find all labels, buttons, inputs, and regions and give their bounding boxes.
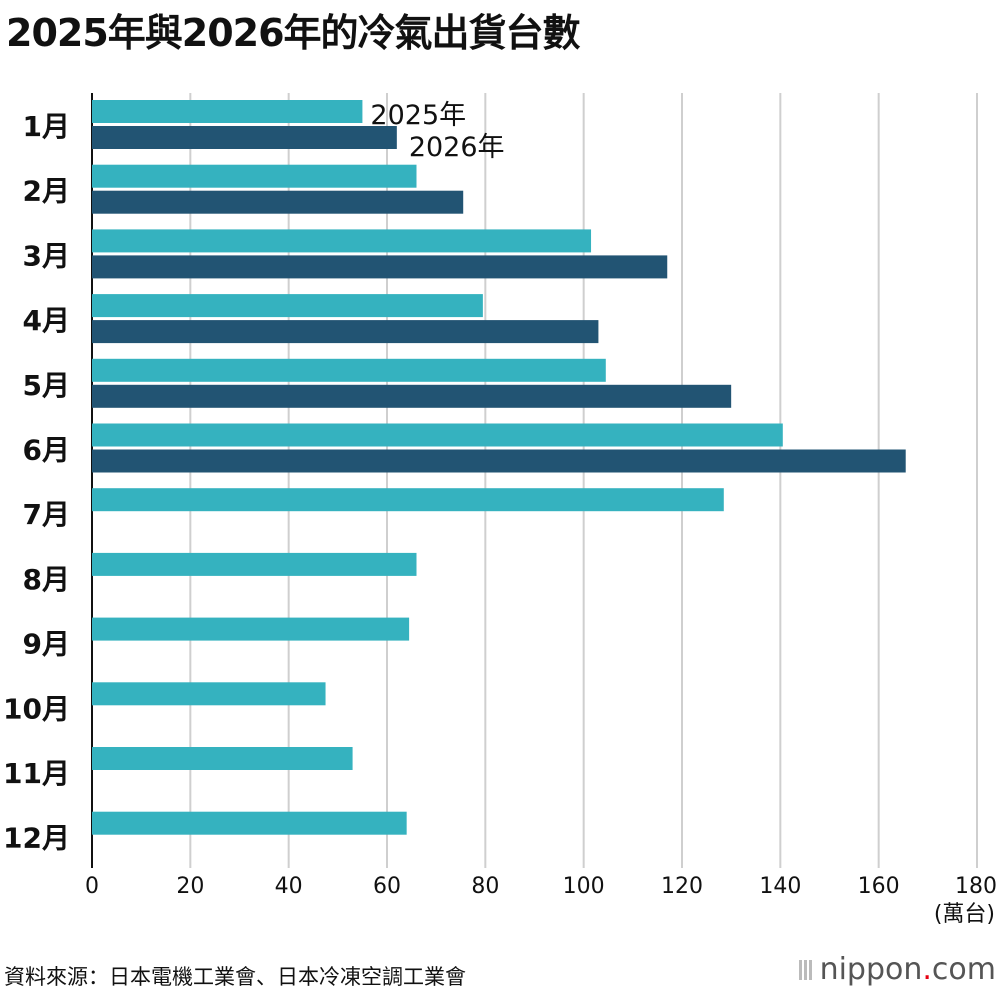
bar-2025年-5月 (92, 358, 606, 382)
x-tick-label: 60 (373, 874, 401, 899)
bar-2025年-1月 (92, 100, 363, 123)
logo-suffix: com (931, 952, 996, 987)
nippon-logo: nippon.com (798, 952, 996, 988)
x-axis-labels: 0 20 40 60 80 100 120 140 160 180 (85, 874, 997, 899)
logo-dot: . (922, 952, 932, 987)
x-tick-label: 80 (471, 874, 499, 899)
y-tick-label: 6月 (23, 434, 70, 467)
bar-2025年-8月 (92, 552, 417, 576)
x-tick-label: 180 (955, 874, 997, 899)
y-tick-label: 12月 (3, 822, 70, 855)
bar-2025年-4月 (92, 294, 483, 318)
logo-name: nippon (819, 952, 923, 987)
bar-2025年-10月 (92, 682, 326, 706)
y-tick-label: 9月 (23, 628, 70, 661)
bar-2026年-4月 (92, 320, 599, 344)
bars (92, 100, 906, 835)
legend-label: 2025年 (370, 100, 466, 131)
x-tick-label: 120 (661, 874, 703, 899)
bar-2025年-7月 (92, 488, 724, 512)
y-tick-label: 1月 (23, 110, 70, 143)
x-tick-label: 140 (759, 874, 801, 899)
chart-title: 2025年與2026年的冷氣出貨台數 (6, 11, 581, 55)
y-axis-labels: 1月 2月 3月 4月 5月 6月 7月 8月 9月 10月 11月 12月 (3, 110, 70, 855)
y-tick-label: 2月 (23, 175, 70, 208)
logo-mark-icon (798, 953, 814, 988)
bar-2025年-9月 (92, 617, 410, 641)
x-axis-unit: (萬台) (934, 902, 995, 927)
y-tick-label: 4月 (23, 304, 70, 337)
bar-2025年-2月 (92, 164, 417, 188)
y-tick-label: 8月 (23, 563, 70, 596)
bar-2025年-12月 (92, 811, 407, 835)
x-tick-label: 100 (563, 874, 605, 899)
bar-2025年-3月 (92, 229, 592, 253)
bar-2026年-6月 (92, 449, 906, 473)
x-tick-label: 0 (85, 874, 99, 899)
y-tick-label: 10月 (3, 692, 70, 725)
x-tick-label: 20 (176, 874, 204, 899)
x-tick-label: 160 (858, 874, 900, 899)
legend-label: 2026年 (409, 132, 505, 163)
bar-2025年-11月 (92, 747, 353, 770)
bar-2026年-1月 (92, 126, 397, 149)
bar-2026年-2月 (92, 190, 464, 214)
bar-2026年-5月 (92, 384, 732, 408)
source-note: 資料來源：日本電機工業會、日本冷凍空調工業會 (4, 965, 466, 989)
y-tick-label: 3月 (23, 239, 70, 272)
bar-2025年-6月 (92, 423, 783, 447)
gridlines (91, 93, 978, 868)
y-tick-label: 5月 (23, 369, 70, 402)
y-tick-label: 11月 (3, 757, 70, 790)
x-tick-label: 40 (275, 874, 303, 899)
bar-2026年-3月 (92, 255, 668, 279)
y-tick-label: 7月 (23, 498, 70, 531)
